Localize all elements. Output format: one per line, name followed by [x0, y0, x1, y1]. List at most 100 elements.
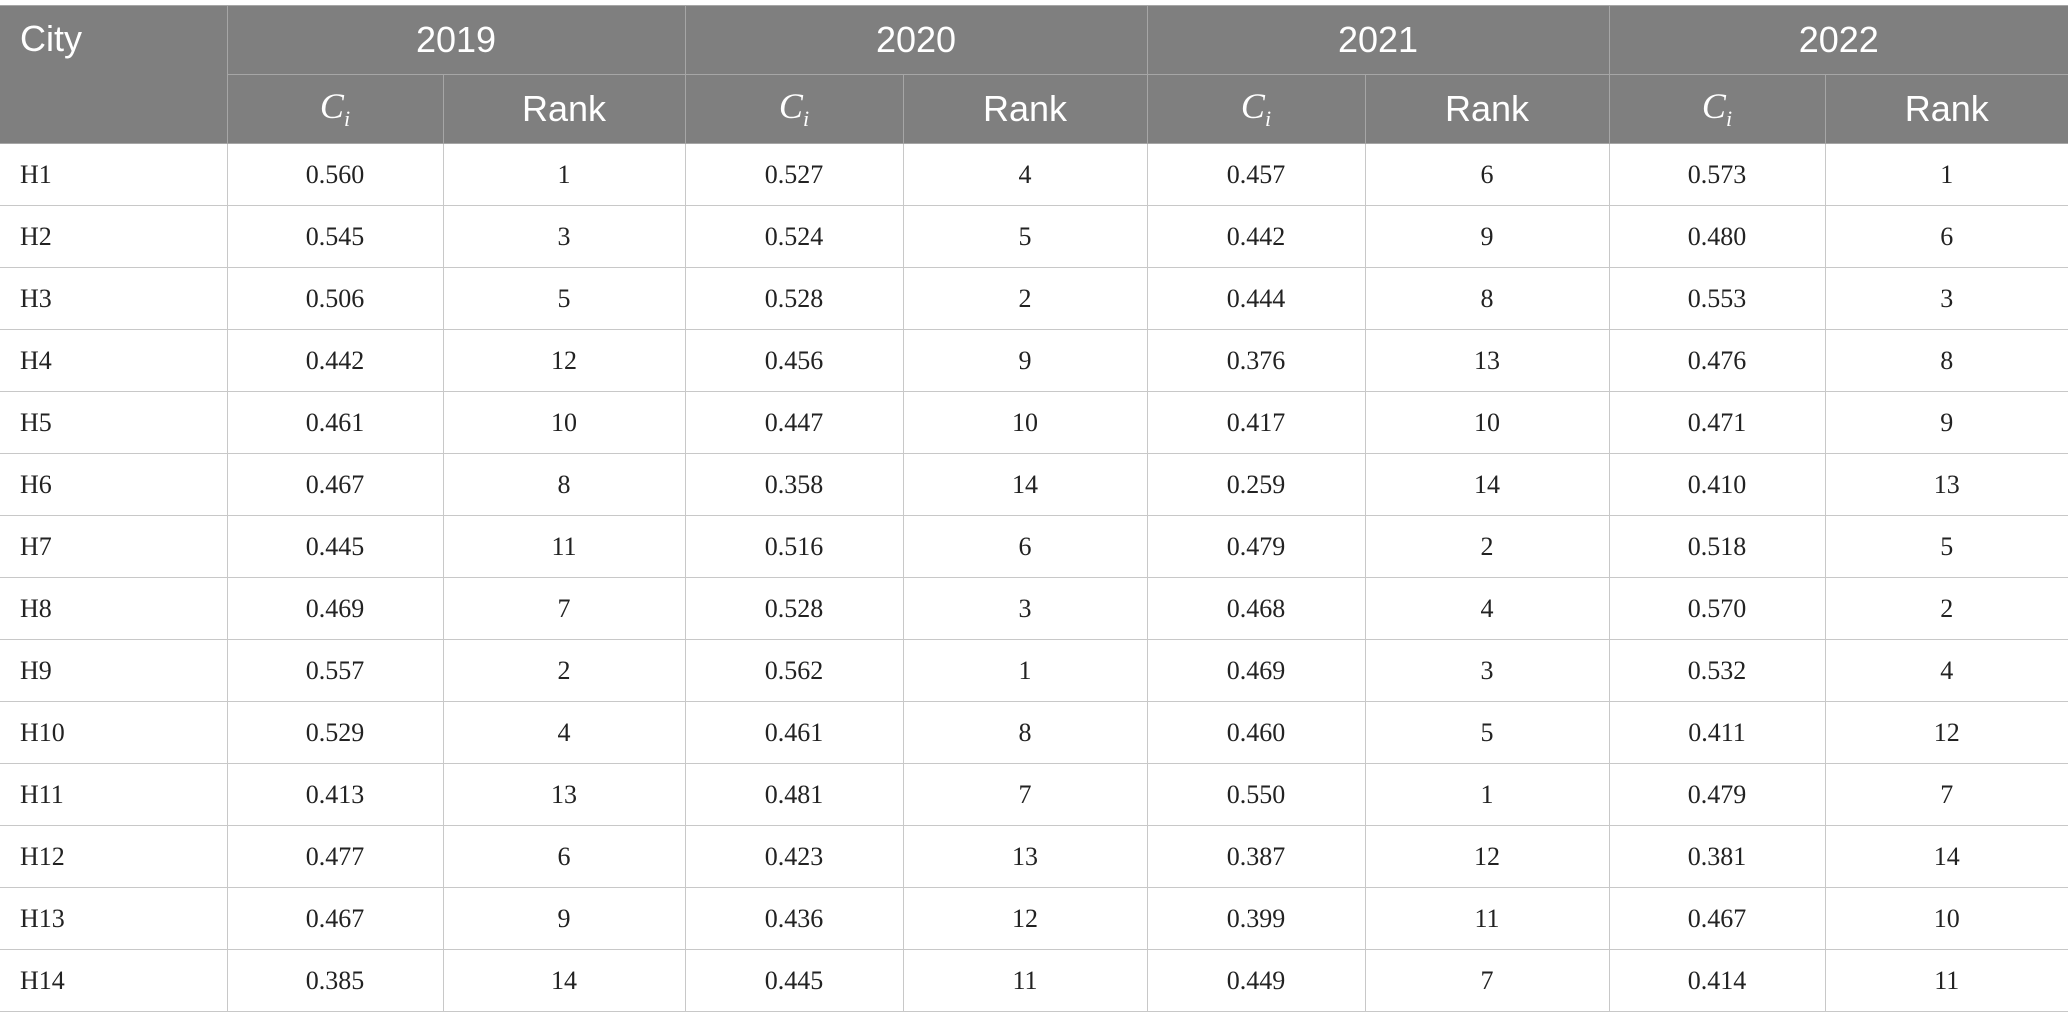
city-cell: H8: [0, 577, 228, 640]
data-row: H7 0.445 11 0.516 6 0.479 2 0.518 5: [0, 515, 2068, 578]
city-cell: H9: [0, 639, 228, 702]
symbol: C: [1701, 86, 1726, 127]
value-cell: 0.467: [1608, 887, 1826, 950]
value-cell: 0.385: [226, 949, 444, 1012]
value-cell: 9: [902, 329, 1148, 392]
value-cell: 0.461: [226, 391, 444, 454]
value-cell: 13: [902, 825, 1148, 888]
value-cell: 0.460: [1146, 701, 1366, 764]
value-cell: 2: [442, 639, 686, 702]
value-cell: 9: [442, 887, 686, 950]
value-cell: 0.399: [1146, 887, 1366, 950]
value-cell: 7: [442, 577, 686, 640]
value-cell: 0.259: [1146, 453, 1366, 516]
value-cell: 14: [902, 453, 1148, 516]
value-cell: 4: [1824, 639, 2068, 702]
city-cell: H11: [0, 763, 228, 826]
value-cell: 0.444: [1146, 267, 1366, 330]
value-cell: 11: [902, 949, 1148, 1012]
subscript-text: i: [1725, 106, 1733, 132]
value-cell: 0.532: [1608, 639, 1826, 702]
value-cell: 7: [1824, 763, 2068, 826]
value-cell: 12: [442, 329, 686, 392]
value-cell: 0.471: [1608, 391, 1826, 454]
year-header: 2021: [1146, 5, 1610, 75]
subheader: Ci: [1608, 74, 1826, 144]
value-cell: 0.506: [226, 267, 444, 330]
data-row: H8 0.469 7 0.528 3 0.468 4 0.570 2: [0, 577, 2068, 640]
value-cell: 6: [442, 825, 686, 888]
value-cell: 0.528: [684, 267, 904, 330]
value-cell: 13: [1364, 329, 1610, 392]
value-cell: 0.562: [684, 639, 904, 702]
value-cell: 5: [442, 267, 686, 330]
value-cell: 2: [1824, 577, 2068, 640]
value-cell: 0.467: [226, 887, 444, 950]
value-cell: 12: [1364, 825, 1610, 888]
value-cell: 6: [1824, 205, 2068, 268]
value-cell: 0.480: [1608, 205, 1826, 268]
subheader: Rank: [442, 74, 686, 144]
year-header: 2019: [226, 5, 686, 75]
value-cell: 0.469: [1146, 639, 1366, 702]
value-cell: 13: [442, 763, 686, 826]
value-cell: 0.545: [226, 205, 444, 268]
value-cell: 7: [1364, 949, 1610, 1012]
value-cell: 11: [1824, 949, 2068, 1012]
value-cell: 0.553: [1608, 267, 1826, 330]
city-cell: H12: [0, 825, 228, 888]
header-row: City 2019 2020 2021 2022: [0, 5, 2068, 144]
value-cell: 11: [1364, 887, 1610, 950]
value-cell: 8: [902, 701, 1148, 764]
value-cell: 1: [1824, 143, 2068, 206]
value-cell: 0.445: [226, 515, 444, 578]
data-row: H6 0.467 8 0.358 14 0.259 14 0.410 13: [0, 453, 2068, 516]
value-cell: 9: [1824, 391, 2068, 454]
value-cell: 4: [902, 143, 1148, 206]
subscript-text: i: [802, 106, 810, 132]
city-cell: H7: [0, 515, 228, 578]
city-header: City: [0, 5, 228, 144]
value-cell: 0.468: [1146, 577, 1366, 640]
value-cell: 0.457: [1146, 143, 1366, 206]
table-body: H1 0.560 1 0.527 4 0.457 6 0.573 1 H2 0.545 3 0.524 5…: [0, 143, 2068, 1012]
value-cell: 0.570: [1608, 577, 1826, 640]
value-cell: 6: [1364, 143, 1610, 206]
value-cell: 14: [442, 949, 686, 1012]
value-cell: 0.524: [684, 205, 904, 268]
value-cell: 12: [1824, 701, 2068, 764]
value-cell: 5: [902, 205, 1148, 268]
year-header: 2022: [1608, 5, 2068, 75]
year-header: 2020: [684, 5, 1148, 75]
data-row: H4 0.442 12 0.456 9 0.376 13 0.476 8: [0, 329, 2068, 392]
value-cell: 0.476: [1608, 329, 1826, 392]
value-cell: 0.376: [1146, 329, 1366, 392]
subheader: Rank: [902, 74, 1148, 144]
symbol: C: [778, 86, 803, 127]
value-cell: 3: [1824, 267, 2068, 330]
value-cell: 8: [1824, 329, 2068, 392]
value-cell: 0.481: [684, 763, 904, 826]
subscript: i: [803, 107, 809, 132]
value-cell: 0.436: [684, 887, 904, 950]
value-cell: 1: [902, 639, 1148, 702]
value-cell: 0.358: [684, 453, 904, 516]
city-cell: H14: [0, 949, 228, 1012]
value-cell: 0.479: [1608, 763, 1826, 826]
value-cell: 0.469: [226, 577, 444, 640]
value-cell: 14: [1824, 825, 2068, 888]
value-cell: 14: [1364, 453, 1610, 516]
value-cell: 3: [902, 577, 1148, 640]
value-cell: 4: [1364, 577, 1610, 640]
value-cell: 8: [1364, 267, 1610, 330]
value-cell: 6: [902, 515, 1148, 578]
data-row: H5 0.461 10 0.447 10 0.417 10 0.471 9: [0, 391, 2068, 454]
value-cell: 3: [1364, 639, 1610, 702]
subheader-row: Ci Rank Ci Rank Ci Rank Ci Rank: [0, 74, 2068, 144]
value-cell: 10: [1364, 391, 1610, 454]
value-cell: 2: [1364, 515, 1610, 578]
value-cell: 0.442: [226, 329, 444, 392]
value-cell: 0.423: [684, 825, 904, 888]
symbol: C: [1240, 86, 1265, 127]
city-cell: H13: [0, 887, 228, 950]
